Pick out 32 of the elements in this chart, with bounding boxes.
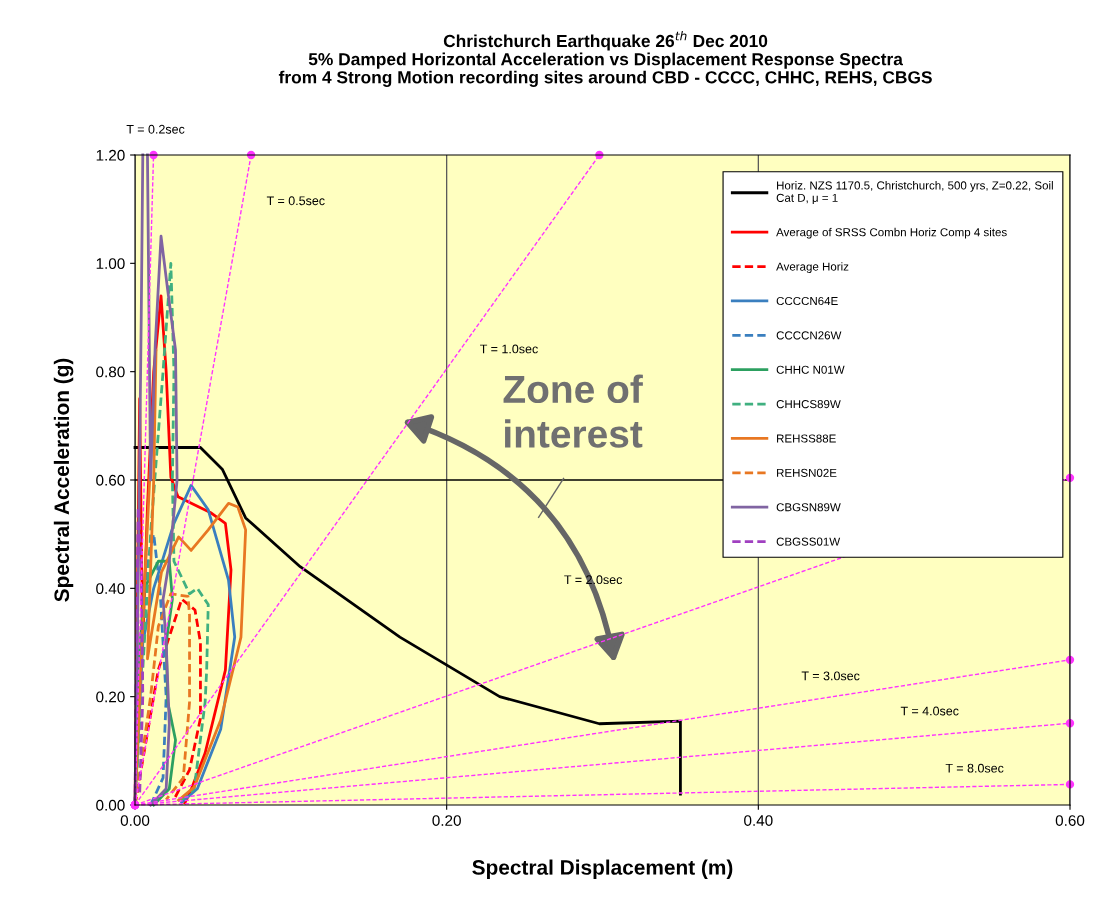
y-tick-label: 0.00: [96, 799, 125, 811]
y-tick-label: 0.20: [96, 691, 125, 703]
annotation: T = 0.5sec: [266, 196, 325, 206]
chart-title: Christchurch Earthquake 26$^{th}$ Dec 2010 5% Damped Horizontal Acceleration vs Displacement Response Spectra from 4 Strong Motion recording sites around CBD - CCCC, CHHC, REHS, CBGS: [278, 31, 932, 87]
y-tick-label: 1.20: [96, 149, 125, 161]
x-tick-label: 0.00: [120, 815, 150, 826]
legend-label: Horiz. NZS 1170.5, Christchurch, 500 yrs, Z=0.22, Soil Cat D, μ = 1: [776, 181, 1053, 205]
x-axis-title: Spectral Displacement (m): [472, 859, 733, 879]
annotation: T = 1.0sec: [480, 344, 538, 354]
y-axis-title: Spectral Acceleration (g): [53, 358, 74, 602]
y-tick-label: 1.00: [96, 258, 125, 270]
y-tick-label: 0.60: [96, 474, 125, 486]
legend-label: CBGSN89W: [776, 503, 841, 512]
text: T = 0.2sec: [126, 124, 185, 134]
legend-label: REHSS88E: [777, 434, 836, 443]
annotation: T = 3.0sec: [801, 671, 860, 681]
legend-label: CCCCN26W: [776, 331, 842, 340]
legend-label: REHSN02E: [777, 468, 837, 477]
annotation: Zone of interest: [503, 374, 643, 448]
y-tick-label: 0.40: [96, 583, 125, 595]
x-tick-label: 0.40: [744, 815, 773, 826]
x-tick-label: 0.60: [1055, 815, 1085, 826]
annotation: T = 4.0sec: [900, 706, 959, 716]
x-tick-label: 0.20: [432, 815, 461, 826]
legend-label: Average Horiz: [776, 262, 849, 273]
legend-label: Average of SRSS Combn Horiz Comp 4 sites: [776, 227, 1007, 239]
legend-label: CHHCS89W: [776, 400, 841, 409]
annotation: T = 8.0sec: [945, 763, 1004, 773]
legend-label: CBGSS01W: [776, 537, 841, 546]
y-tick-label: 0.80: [96, 366, 125, 378]
legend-label: CCCCN64E: [776, 296, 838, 306]
legend-label: CHHC N01W: [776, 365, 845, 374]
